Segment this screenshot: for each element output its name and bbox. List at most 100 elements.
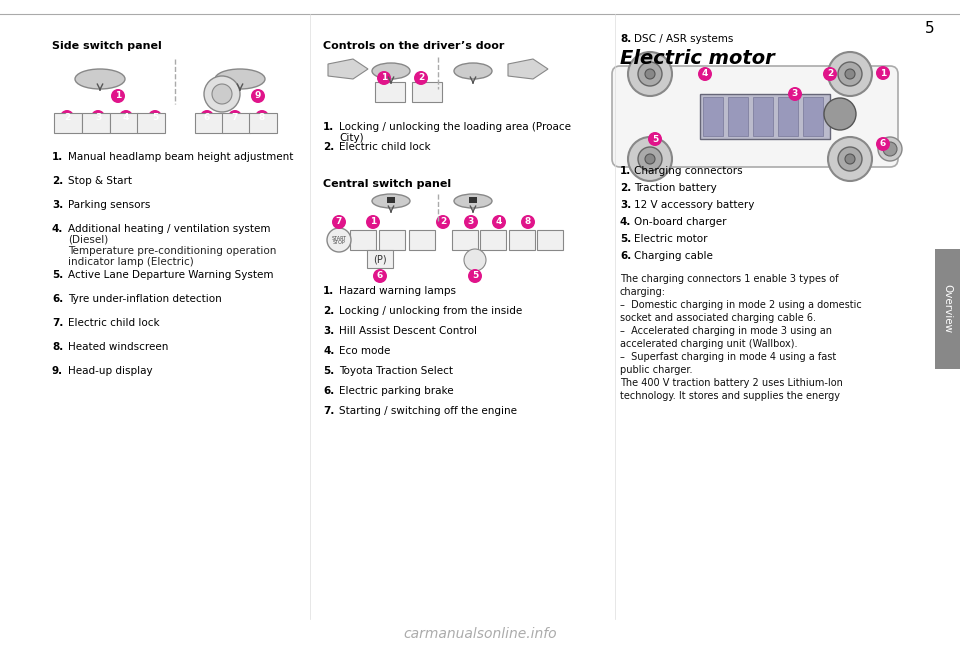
Text: START: START bbox=[331, 236, 347, 241]
Ellipse shape bbox=[454, 194, 492, 208]
Circle shape bbox=[91, 110, 105, 124]
Text: Controls on the driver’s door: Controls on the driver’s door bbox=[323, 41, 504, 51]
FancyBboxPatch shape bbox=[350, 230, 376, 250]
Ellipse shape bbox=[372, 63, 410, 79]
Text: 2.: 2. bbox=[323, 142, 334, 152]
Circle shape bbox=[828, 137, 872, 181]
Circle shape bbox=[638, 62, 662, 86]
Text: –  Accelerated charging in mode 3 using an: – Accelerated charging in mode 3 using a… bbox=[620, 326, 832, 336]
Circle shape bbox=[628, 52, 672, 96]
Circle shape bbox=[845, 154, 855, 164]
Circle shape bbox=[698, 67, 712, 81]
Text: 6: 6 bbox=[377, 271, 383, 280]
Text: 2: 2 bbox=[827, 69, 833, 79]
Text: 5: 5 bbox=[472, 271, 478, 280]
Text: 8.: 8. bbox=[620, 34, 632, 44]
Text: 2.: 2. bbox=[323, 306, 334, 316]
Text: 1.: 1. bbox=[620, 166, 632, 176]
Text: 5.: 5. bbox=[323, 366, 334, 376]
Circle shape bbox=[436, 215, 450, 229]
Text: Head-up display: Head-up display bbox=[68, 366, 153, 376]
Circle shape bbox=[845, 69, 855, 79]
Text: Eco mode: Eco mode bbox=[339, 346, 391, 356]
Text: Central switch panel: Central switch panel bbox=[323, 179, 451, 189]
Text: socket and associated charging cable 6.: socket and associated charging cable 6. bbox=[620, 313, 816, 323]
Ellipse shape bbox=[75, 69, 125, 89]
Circle shape bbox=[645, 154, 655, 164]
FancyBboxPatch shape bbox=[249, 113, 277, 133]
Circle shape bbox=[838, 147, 862, 171]
Ellipse shape bbox=[215, 69, 265, 89]
Text: 3: 3 bbox=[468, 217, 474, 227]
Bar bbox=[728, 97, 748, 136]
Text: Electric child lock: Electric child lock bbox=[68, 318, 159, 328]
Text: 2: 2 bbox=[440, 217, 446, 227]
Circle shape bbox=[204, 76, 240, 112]
Circle shape bbox=[148, 110, 162, 124]
Circle shape bbox=[373, 269, 387, 283]
Text: 7: 7 bbox=[336, 217, 342, 227]
Text: 6.: 6. bbox=[52, 294, 63, 304]
Bar bbox=[703, 97, 723, 136]
Text: Electric child lock: Electric child lock bbox=[339, 142, 431, 152]
Text: Overview: Overview bbox=[942, 284, 952, 334]
Text: 7.: 7. bbox=[323, 406, 334, 416]
FancyBboxPatch shape bbox=[137, 113, 165, 133]
FancyBboxPatch shape bbox=[537, 230, 563, 250]
Text: Electric motor: Electric motor bbox=[634, 234, 708, 244]
Polygon shape bbox=[508, 59, 548, 79]
Circle shape bbox=[823, 67, 837, 81]
Circle shape bbox=[119, 110, 133, 124]
Text: 2.: 2. bbox=[52, 176, 63, 186]
Text: Charging cable: Charging cable bbox=[634, 251, 713, 261]
Text: accelerated charging unit (Wallbox).: accelerated charging unit (Wallbox). bbox=[620, 339, 798, 349]
Text: 5.: 5. bbox=[52, 270, 63, 280]
Text: 6.: 6. bbox=[323, 386, 334, 396]
Text: charging:: charging: bbox=[620, 287, 666, 297]
Text: 1.: 1. bbox=[323, 286, 334, 296]
Text: Traction battery: Traction battery bbox=[634, 183, 717, 193]
Text: 2.: 2. bbox=[620, 183, 632, 193]
Text: 7.: 7. bbox=[52, 318, 63, 328]
Text: 1.: 1. bbox=[323, 122, 334, 132]
Circle shape bbox=[828, 52, 872, 96]
Text: Locking / unlocking the loading area (Proace: Locking / unlocking the loading area (Pr… bbox=[339, 122, 571, 132]
Text: 5: 5 bbox=[925, 21, 935, 36]
Text: Side switch panel: Side switch panel bbox=[52, 41, 161, 51]
Text: 1: 1 bbox=[370, 217, 376, 227]
FancyBboxPatch shape bbox=[409, 230, 435, 250]
Text: 9: 9 bbox=[254, 92, 261, 101]
Text: –  Domestic charging in mode 2 using a domestic: – Domestic charging in mode 2 using a do… bbox=[620, 300, 862, 310]
Bar bbox=[778, 97, 798, 136]
Circle shape bbox=[332, 215, 346, 229]
FancyBboxPatch shape bbox=[110, 113, 138, 133]
Ellipse shape bbox=[372, 194, 410, 208]
Circle shape bbox=[200, 110, 214, 124]
Text: technology. It stores and supplies the energy: technology. It stores and supplies the e… bbox=[620, 391, 840, 401]
Text: 5: 5 bbox=[152, 112, 158, 121]
Bar bbox=[469, 197, 477, 203]
Text: Stop & Start: Stop & Start bbox=[68, 176, 132, 186]
Circle shape bbox=[327, 228, 351, 252]
Bar bbox=[753, 97, 773, 136]
Text: 4.: 4. bbox=[620, 217, 632, 227]
Text: The charging connectors 1 enable 3 types of: The charging connectors 1 enable 3 types… bbox=[620, 274, 838, 284]
Text: 4: 4 bbox=[123, 112, 130, 121]
Circle shape bbox=[788, 87, 802, 101]
Circle shape bbox=[521, 215, 535, 229]
Text: Hazard warning lamps: Hazard warning lamps bbox=[339, 286, 456, 296]
Text: Charging connectors: Charging connectors bbox=[634, 166, 743, 176]
Text: Temperature pre-conditioning operation: Temperature pre-conditioning operation bbox=[68, 246, 276, 256]
Text: 1: 1 bbox=[381, 73, 387, 82]
Circle shape bbox=[464, 249, 486, 271]
Text: Additional heating / ventilation system: Additional heating / ventilation system bbox=[68, 224, 271, 234]
Text: The 400 V traction battery 2 uses Lithium-Ion: The 400 V traction battery 2 uses Lithiu… bbox=[620, 378, 843, 388]
Text: Manual headlamp beam height adjustment: Manual headlamp beam height adjustment bbox=[68, 152, 294, 162]
Text: 6: 6 bbox=[204, 112, 210, 121]
Text: 1.: 1. bbox=[52, 152, 63, 162]
Text: 2: 2 bbox=[64, 112, 70, 121]
Text: 8: 8 bbox=[259, 112, 265, 121]
Circle shape bbox=[883, 142, 897, 156]
Text: 1: 1 bbox=[115, 92, 121, 101]
Circle shape bbox=[464, 215, 478, 229]
